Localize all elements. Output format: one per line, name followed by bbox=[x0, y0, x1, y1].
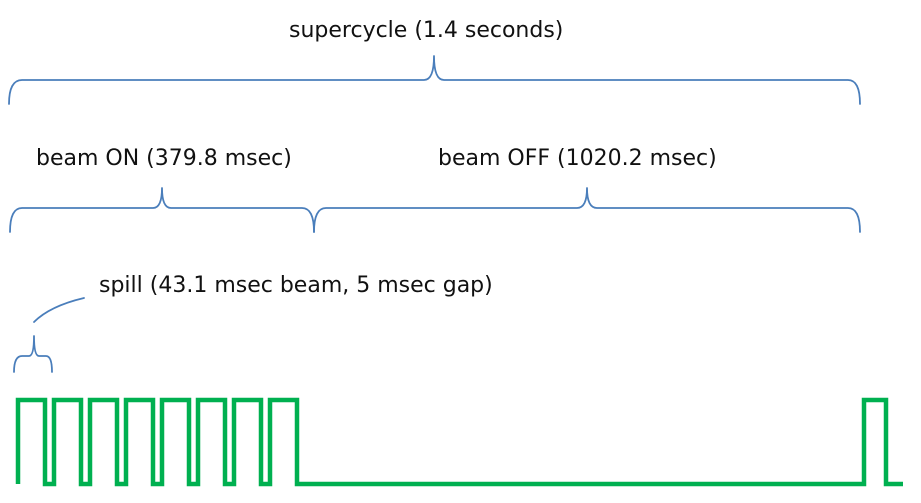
beam-signal-waveform bbox=[15, 397, 903, 487]
spill-brace bbox=[13, 335, 53, 373]
supercycle-label: supercycle (1.4 seconds) bbox=[289, 18, 564, 43]
beam-off-label: beam OFF (1020.2 msec) bbox=[438, 146, 717, 171]
beam-off-brace bbox=[313, 187, 861, 233]
beam-on-brace bbox=[9, 187, 315, 233]
spill-pointer-line bbox=[33, 297, 85, 323]
supercycle-brace bbox=[8, 55, 861, 105]
spill-label: spill (43.1 msec beam, 5 msec gap) bbox=[99, 273, 493, 298]
beam-on-label: beam ON (379.8 msec) bbox=[36, 146, 292, 171]
